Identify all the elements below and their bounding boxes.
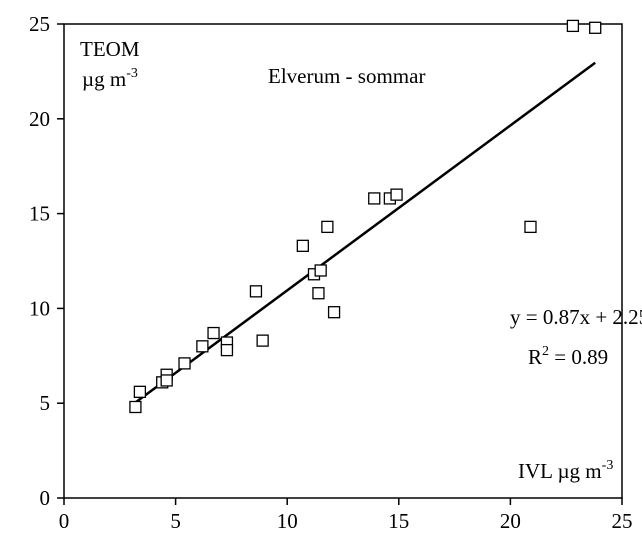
r2-sup: 2 (542, 344, 549, 359)
y-tick-label: 5 (40, 391, 51, 415)
point (589, 21, 602, 34)
x-tick-label: 10 (277, 509, 298, 533)
point (327, 306, 341, 319)
point (368, 192, 381, 205)
y-tick-label: 0 (40, 486, 51, 510)
point (314, 264, 327, 277)
y-tick-label: 15 (29, 202, 50, 226)
y-axis-unit: µg m-3 (82, 66, 138, 91)
x-tick-label: 15 (388, 509, 409, 533)
point (178, 357, 191, 370)
point (312, 287, 325, 300)
x-label-text: IVL µg m (518, 459, 602, 483)
point (321, 220, 334, 234)
point (566, 19, 580, 33)
point (390, 188, 403, 201)
point (160, 374, 173, 387)
y-tick-label: 20 (29, 107, 50, 131)
r2-rest: = 0.89 (549, 345, 608, 369)
point (129, 400, 142, 414)
r2-text: R (528, 345, 542, 369)
r-squared: R2 = 0.89 (528, 344, 608, 369)
x-tick-label: 0 (59, 509, 70, 533)
unit-text: µg m (82, 67, 126, 91)
equation: y = 0.87x + 2.25 (510, 305, 642, 329)
plot-frame (63, 23, 623, 499)
point (524, 220, 537, 234)
y-axis-label: TEOM (80, 37, 140, 61)
point (133, 385, 147, 398)
x-tick-label: 5 (170, 509, 181, 533)
unit-sup: -3 (126, 66, 138, 81)
x-tick-label: 20 (500, 509, 521, 533)
point (207, 326, 220, 340)
y-tick-label: 10 (29, 296, 50, 320)
x-axis-label: IVL µg m-3 (518, 458, 613, 483)
trendline (134, 61, 596, 404)
x-tick-label: 25 (612, 509, 633, 533)
y-tick-label: 25 (29, 12, 50, 36)
point (256, 334, 269, 347)
point (296, 239, 309, 252)
point (196, 340, 209, 353)
point (249, 285, 263, 298)
chart-title: Elverum - sommar (268, 64, 425, 88)
point (220, 343, 234, 357)
x-label-sup: -3 (602, 458, 614, 473)
